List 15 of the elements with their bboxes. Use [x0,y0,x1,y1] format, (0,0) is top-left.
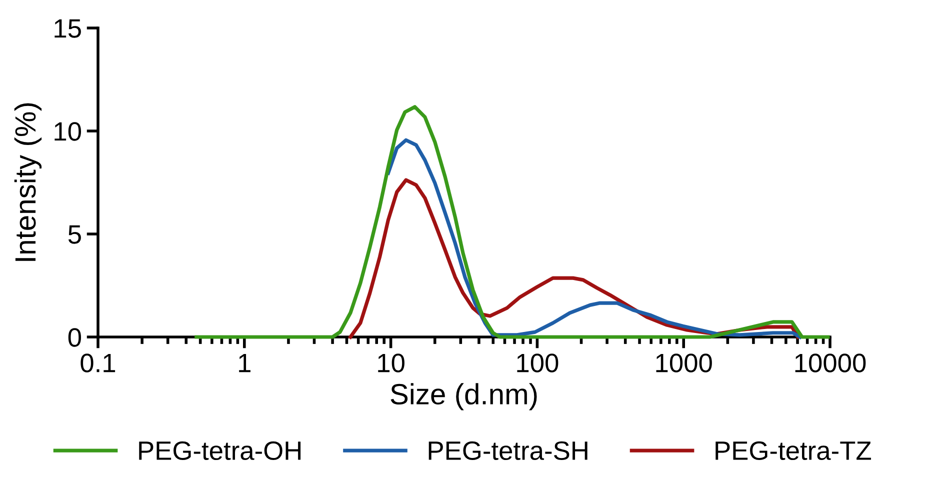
y-tick-label: 0 [68,328,81,347]
x-tick-label: 0.1 [80,354,116,372]
x-axis-title: Size (d.nm) [390,383,537,410]
legend-label: PEG-tetra-TZ [716,441,872,460]
y-tick-label: 5 [68,225,81,244]
legend-label: PEG-tetra-SH [428,441,588,460]
y-axis-title: Intensity (%) [14,103,42,261]
legend-label: PEG-tetra-OH [139,441,301,460]
y-tick-label: 10 [54,122,81,141]
y-tick-label: 15 [54,19,81,38]
x-tick-label: 1000 [656,354,712,372]
x-tick-label: 100 [517,354,558,372]
x-tick-label: 10000 [795,354,866,372]
x-tick-label: 1 [239,354,250,372]
x-tick-label: 10 [378,354,404,372]
